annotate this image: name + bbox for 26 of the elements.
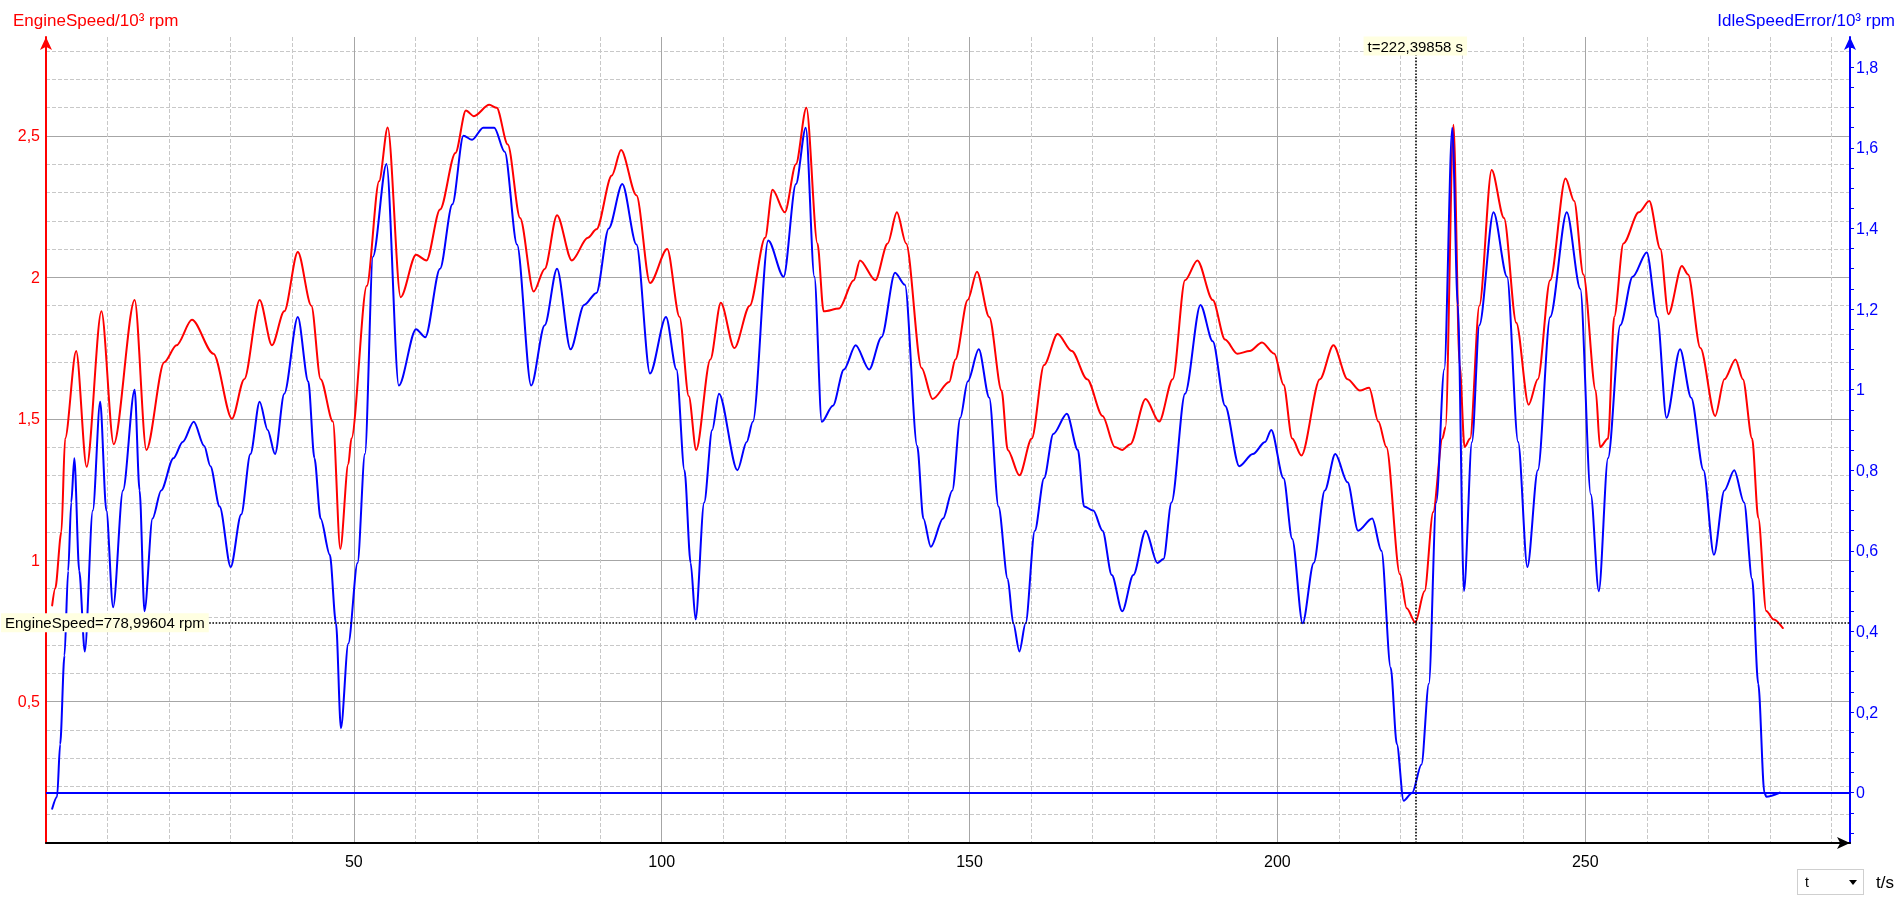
y2-tick-label: 0,4	[1856, 622, 1879, 640]
y2-tick-label: 1,2	[1856, 300, 1879, 318]
y2-tick-label: 1,8	[1856, 58, 1879, 76]
y-tick-label: 0,5	[17, 693, 41, 711]
y-axis-title: EngineSpeed/10³ rpm	[13, 10, 179, 30]
x-tick-label: 100	[648, 852, 676, 870]
x-tick-label: 150	[956, 852, 983, 870]
y2-tick-label: 0,6	[1856, 542, 1879, 560]
y2-tick-label: 0	[1856, 784, 1865, 802]
x-tick-label: 200	[1264, 852, 1291, 870]
y2-tick-label: 1,6	[1856, 139, 1879, 157]
ref-line-label: EngineSpeed=778,99604 rpm	[5, 614, 205, 632]
x-tick-label: 50	[344, 852, 363, 870]
ref-line-label: t=222,39858 s	[1367, 37, 1464, 55]
x-tick-label: 250	[1571, 852, 1599, 870]
y-tick-label: 2	[31, 268, 41, 286]
y2-tick-label: 1,4	[1856, 219, 1879, 237]
y2-axis-title: IdleSpeedError/10³ rpm	[1717, 10, 1895, 30]
dropdown: t	[1797, 869, 1864, 895]
y2-tick-label: 0,2	[1856, 703, 1879, 721]
y-tick-label: 2,5	[17, 127, 41, 145]
y-tick-label: 1,5	[17, 410, 41, 428]
y2-tick-label: 1	[1856, 381, 1865, 399]
y-tick-label: 1	[31, 551, 41, 569]
x-axis-title: t/s	[1876, 872, 1894, 892]
y2-tick-label: 0,8	[1856, 461, 1879, 479]
